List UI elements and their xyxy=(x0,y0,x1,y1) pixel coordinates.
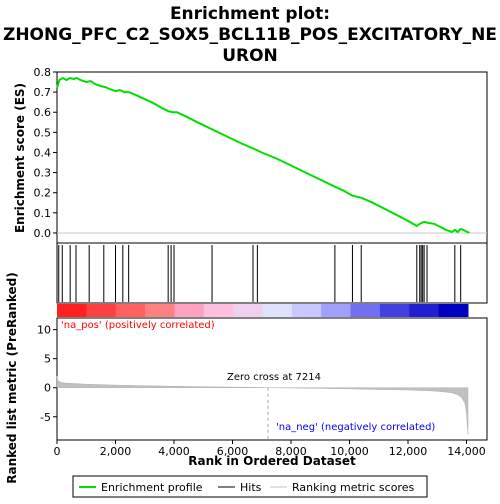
neg-correlated-label: 'na_neg' (negatively correlated) xyxy=(276,422,435,433)
x-tick-label: 12,000 xyxy=(389,445,428,458)
metric-y-tick-label: 0 xyxy=(44,382,51,395)
chart-title-line-2: ZHONG_PFC_C2_SOX5_BCL11B_POS_EXCITATORY_… xyxy=(3,25,497,45)
pos-correlated-label: 'na_pos' (positively correlated) xyxy=(61,320,215,331)
es-y-tick-label: 0.8 xyxy=(34,66,52,79)
rank-bar-segment xyxy=(86,304,117,317)
legend-label-ranking-metric: Ranking metric scores xyxy=(292,481,414,494)
x-tick-label: 2,000 xyxy=(100,445,132,458)
rank-bar-segment xyxy=(203,304,234,317)
enrichment-profile-line xyxy=(56,76,470,234)
x-axis-label: Rank in Ordered Dataset xyxy=(188,454,356,468)
metric-y-tick-label: 5 xyxy=(44,353,51,366)
legend-box xyxy=(72,475,428,498)
legend-label-hits: Hits xyxy=(240,481,262,494)
hits-markers xyxy=(58,245,462,302)
zero-cross-label: Zero cross at 7214 xyxy=(227,372,321,383)
x-tick-label: 6,000 xyxy=(217,445,249,458)
es-y-tick-label: 0.1 xyxy=(34,207,52,220)
metric-y-axis-label: Ranked list metric (PreRanked) xyxy=(5,272,19,484)
rank-bar-segment xyxy=(57,304,87,317)
metric-y-tick-label: 10 xyxy=(37,324,51,337)
metric-y-axis: -5 0 5 10 xyxy=(37,324,57,424)
legend-label-enrichment-profile: Enrichment profile xyxy=(101,481,203,494)
rank-bar-segment xyxy=(174,304,205,317)
rank-bar-segment xyxy=(145,304,175,317)
es-y-tick-label: 0.2 xyxy=(34,187,52,200)
es-y-tick-label: 0.3 xyxy=(34,167,52,180)
metric-panel-frame xyxy=(56,317,488,441)
rank-bar-segment xyxy=(321,304,352,317)
rank-bar-segment xyxy=(233,304,263,317)
rank-bar-segment xyxy=(291,304,322,317)
rank-bar-segment xyxy=(379,304,410,317)
x-tick-label: 8,000 xyxy=(275,445,307,458)
es-y-tick-label: 0.7 xyxy=(34,86,52,99)
rank-color-bar xyxy=(57,304,469,317)
chart-title-line-3: URON xyxy=(222,46,278,66)
chart-title-line-1: Enrichment plot: xyxy=(170,4,330,24)
rank-bar-segment xyxy=(115,304,146,317)
es-y-axis-label: Enrichment score (ES) xyxy=(13,83,27,233)
x-tick-label: 14,000 xyxy=(447,445,486,458)
x-tick-label: 0 xyxy=(54,445,61,458)
es-y-tick-label: 0.4 xyxy=(34,146,52,159)
es-y-tick-label: 0.5 xyxy=(34,126,52,139)
es-y-tick-label: 0.0 xyxy=(34,227,52,240)
x-tick-label: 4,000 xyxy=(158,445,190,458)
metric-y-tick-label: -5 xyxy=(40,411,51,424)
ranking-metric-area xyxy=(56,376,469,435)
rank-bar-segment xyxy=(262,304,293,317)
rank-bar-segment xyxy=(409,304,440,317)
rank-bar-segment xyxy=(350,304,381,317)
x-tick-label: 10,000 xyxy=(330,445,369,458)
rank-bar-segment xyxy=(438,304,469,317)
es-y-tick-label: 0.6 xyxy=(34,106,52,119)
x-axis: 0 2,000 4,000 6,000 8,000 10,000 12,000 14,000 xyxy=(54,440,486,458)
es-y-axis: 0.0 0.1 0.2 0.3 0.4 0.5 0.6 0.7 0.8 xyxy=(34,66,57,240)
